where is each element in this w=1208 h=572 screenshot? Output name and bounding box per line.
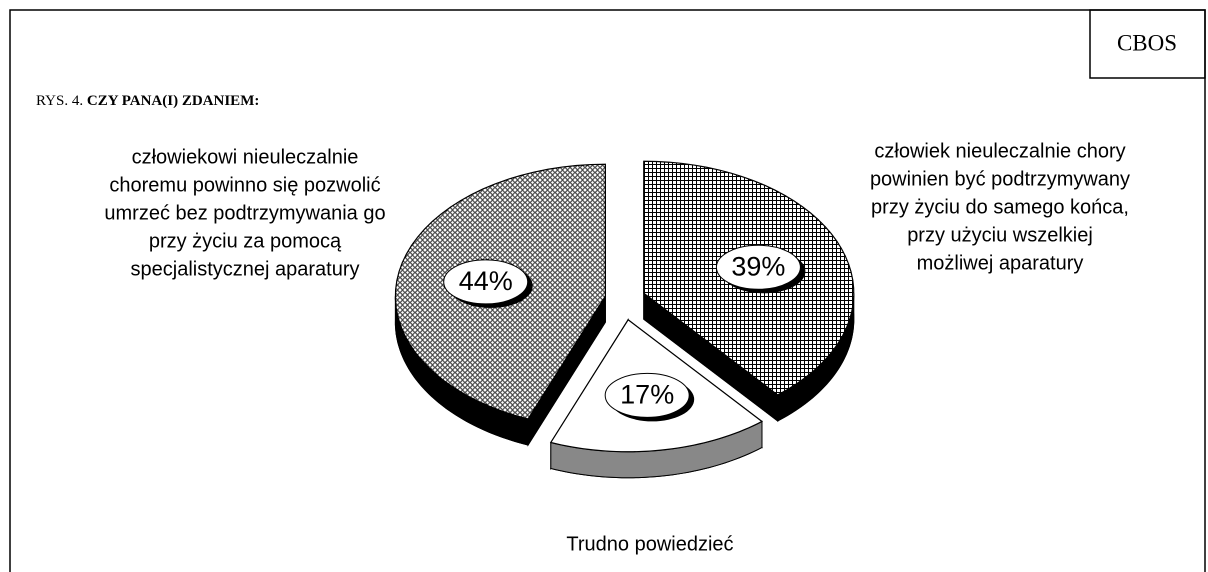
category-label: przy życiu do samego końca, [871, 196, 1129, 218]
category-label: przy życiu za pomocą [149, 230, 342, 252]
category-label: choremu powinno się pozwolić [109, 174, 380, 196]
category-label: powinien być podtrzymywany [870, 168, 1130, 190]
value-label: 17% [620, 379, 674, 409]
category-label: człowiekowi nieuleczalnie [132, 146, 359, 168]
value-label: 44% [459, 266, 513, 296]
value-label: 39% [731, 251, 785, 281]
title-text: CZY PANA(I) ZDANIEM: [87, 93, 260, 109]
category-label: człowiek nieuleczalnie chory [874, 140, 1125, 162]
category-label: przy użyciu wszelkiej [907, 224, 1093, 246]
source: CBOS [1117, 30, 1177, 55]
category-label: możliwej aparatury [917, 252, 1084, 274]
value-label-bubble [715, 244, 801, 290]
value-label-bubble [604, 372, 690, 418]
category-label: Trudno powiedzieć [566, 533, 733, 555]
title-prefix: RYS. 4. [36, 93, 83, 109]
chart-title: RYS. 4. CZY PANA(I) ZDANIEM: [36, 93, 259, 109]
source-box [1089, 9, 1206, 79]
value-label-bubble [443, 259, 529, 305]
category-label: umrzeć bez podtrzymywania go [104, 202, 385, 224]
category-label: specjalistycznej aparatury [131, 258, 360, 280]
frame [9, 9, 1206, 572]
